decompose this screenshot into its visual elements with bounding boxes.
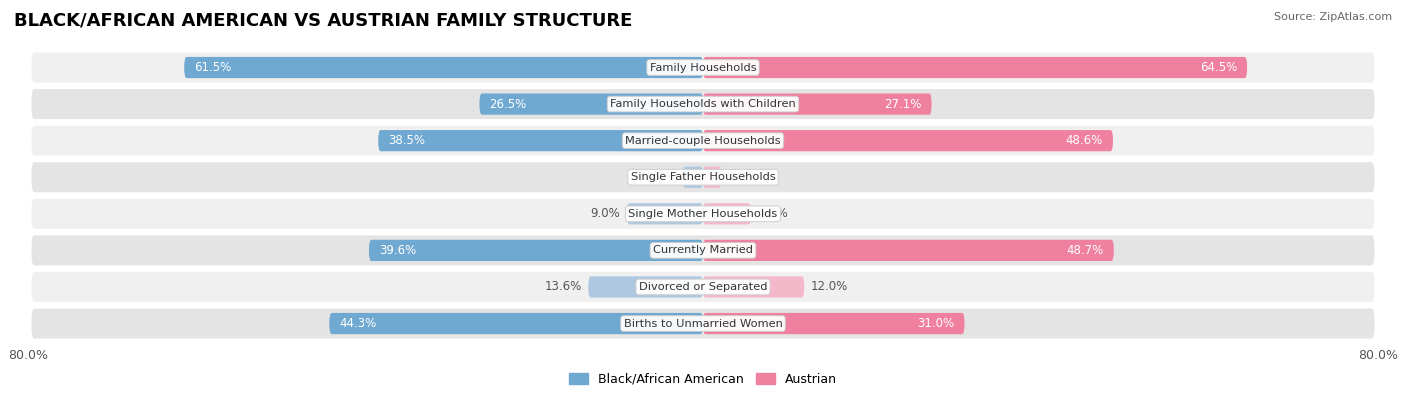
Text: Family Households: Family Households <box>650 62 756 73</box>
Text: 48.7%: 48.7% <box>1067 244 1104 257</box>
Text: 26.5%: 26.5% <box>489 98 527 111</box>
Text: 2.2%: 2.2% <box>728 171 758 184</box>
Text: 48.6%: 48.6% <box>1066 134 1102 147</box>
Text: Married-couple Households: Married-couple Households <box>626 135 780 146</box>
Text: Family Households with Children: Family Households with Children <box>610 99 796 109</box>
FancyBboxPatch shape <box>31 89 1375 119</box>
FancyBboxPatch shape <box>703 57 1247 78</box>
FancyBboxPatch shape <box>31 53 1375 83</box>
FancyBboxPatch shape <box>31 126 1375 156</box>
FancyBboxPatch shape <box>703 240 1114 261</box>
Text: 12.0%: 12.0% <box>811 280 848 293</box>
Text: Single Father Households: Single Father Households <box>631 172 775 182</box>
FancyBboxPatch shape <box>703 167 721 188</box>
Text: 9.0%: 9.0% <box>591 207 620 220</box>
Text: Source: ZipAtlas.com: Source: ZipAtlas.com <box>1274 12 1392 22</box>
FancyBboxPatch shape <box>378 130 703 151</box>
FancyBboxPatch shape <box>479 94 703 115</box>
FancyBboxPatch shape <box>31 162 1375 192</box>
FancyBboxPatch shape <box>703 94 932 115</box>
Text: Births to Unmarried Women: Births to Unmarried Women <box>624 318 782 329</box>
FancyBboxPatch shape <box>31 199 1375 229</box>
Text: 2.4%: 2.4% <box>647 171 676 184</box>
FancyBboxPatch shape <box>31 272 1375 302</box>
FancyBboxPatch shape <box>31 308 1375 339</box>
Text: 38.5%: 38.5% <box>388 134 426 147</box>
Text: 13.6%: 13.6% <box>544 280 582 293</box>
Text: Divorced or Separated: Divorced or Separated <box>638 282 768 292</box>
Text: Single Mother Households: Single Mother Households <box>628 209 778 219</box>
Text: 44.3%: 44.3% <box>339 317 377 330</box>
FancyBboxPatch shape <box>627 203 703 224</box>
Legend: Black/African American, Austrian: Black/African American, Austrian <box>564 368 842 391</box>
Text: 39.6%: 39.6% <box>380 244 416 257</box>
FancyBboxPatch shape <box>683 167 703 188</box>
FancyBboxPatch shape <box>184 57 703 78</box>
Text: Currently Married: Currently Married <box>652 245 754 256</box>
Text: 27.1%: 27.1% <box>884 98 921 111</box>
FancyBboxPatch shape <box>703 203 751 224</box>
FancyBboxPatch shape <box>703 313 965 334</box>
Text: 64.5%: 64.5% <box>1199 61 1237 74</box>
FancyBboxPatch shape <box>703 130 1114 151</box>
FancyBboxPatch shape <box>368 240 703 261</box>
FancyBboxPatch shape <box>31 235 1375 265</box>
Text: BLACK/AFRICAN AMERICAN VS AUSTRIAN FAMILY STRUCTURE: BLACK/AFRICAN AMERICAN VS AUSTRIAN FAMIL… <box>14 12 633 30</box>
Text: 31.0%: 31.0% <box>917 317 955 330</box>
Text: 61.5%: 61.5% <box>194 61 232 74</box>
Text: 5.7%: 5.7% <box>758 207 787 220</box>
FancyBboxPatch shape <box>703 276 804 297</box>
FancyBboxPatch shape <box>329 313 703 334</box>
FancyBboxPatch shape <box>588 276 703 297</box>
